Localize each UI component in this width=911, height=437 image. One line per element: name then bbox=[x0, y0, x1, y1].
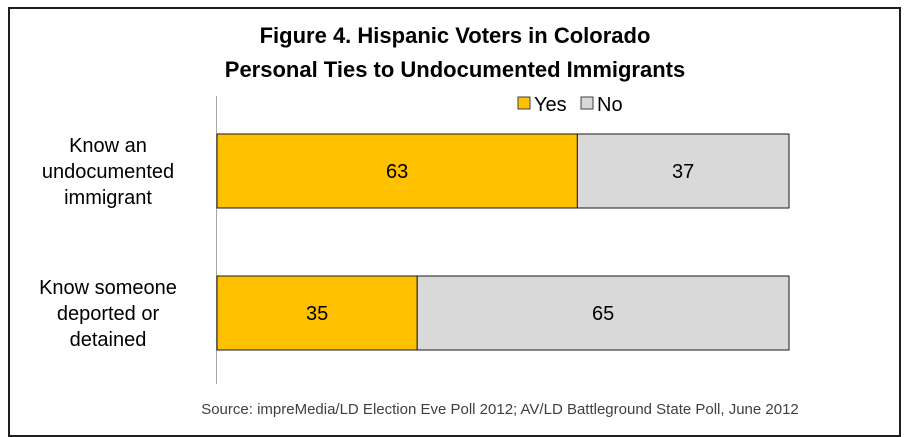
legend: Yes No bbox=[517, 94, 623, 116]
bar-no-1 bbox=[576, 133, 790, 209]
category-label-2-line-2: deported or bbox=[57, 303, 160, 325]
stacked-bar-chart: Figure 4. Hispanic Voters in Colorado Pe… bbox=[39, 23, 799, 418]
bars-group: 63 37 35 65 bbox=[216, 133, 790, 351]
source-note: Source: impreMedia/LD Election Eve Poll … bbox=[201, 401, 799, 418]
legend-label-no: No bbox=[597, 94, 623, 116]
legend-swatch-yes bbox=[517, 96, 531, 110]
chart-title-line2: Personal Ties to Undocumented Immigrants bbox=[225, 57, 685, 82]
category-labels-group: Know an undocumented immigrant Know someone… bbox=[39, 135, 177, 351]
chart-title-line1: Figure 4. Hispanic Voters in Colorado bbox=[260, 23, 651, 48]
category-label-2-line-3: detained bbox=[70, 329, 147, 351]
category-label-1-line-1: Know an bbox=[69, 135, 147, 157]
category-label-1-line-3: immigrant bbox=[64, 187, 152, 209]
category-label-1-line-2: undocumented bbox=[42, 161, 174, 183]
legend-swatch-no bbox=[580, 96, 594, 110]
chart-frame bbox=[8, 7, 901, 437]
data-label-no-2: 65 bbox=[592, 303, 614, 325]
data-label-no-1: 37 bbox=[672, 161, 694, 183]
bar-yes-1 bbox=[216, 133, 578, 209]
legend-label-yes: Yes bbox=[534, 94, 567, 116]
data-label-yes-1: 63 bbox=[386, 161, 408, 183]
bar-no-2 bbox=[416, 275, 790, 351]
data-label-yes-2: 35 bbox=[306, 303, 328, 325]
category-label-2-line-1: Know someone bbox=[39, 277, 177, 299]
